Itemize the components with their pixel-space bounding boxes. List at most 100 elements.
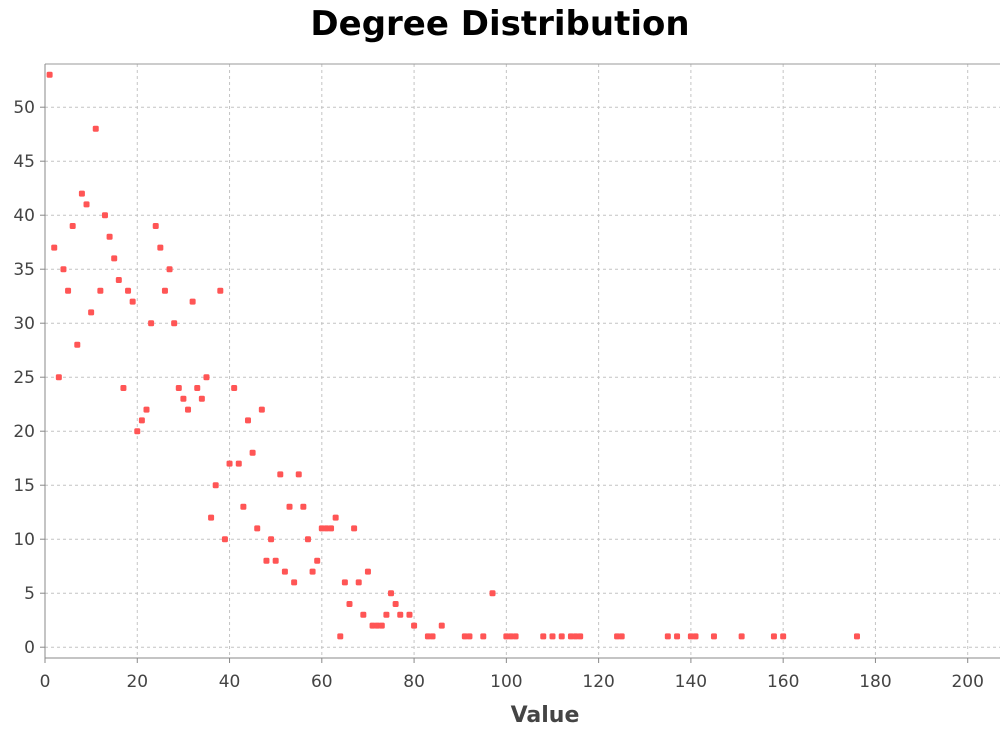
data-point bbox=[221, 536, 228, 543]
data-point bbox=[111, 255, 118, 262]
data-point bbox=[489, 590, 496, 597]
data-point bbox=[558, 633, 565, 640]
data-point bbox=[314, 557, 321, 564]
data-point bbox=[226, 460, 233, 467]
data-point bbox=[374, 622, 381, 629]
x-tick-label: 100 bbox=[490, 672, 522, 692]
data-point bbox=[171, 320, 178, 327]
data-point bbox=[129, 298, 136, 305]
x-tick-label: 160 bbox=[767, 672, 799, 692]
x-axis-label: Value bbox=[510, 703, 580, 728]
data-point bbox=[480, 633, 487, 640]
data-point bbox=[180, 395, 187, 402]
data-point bbox=[217, 287, 224, 294]
data-point bbox=[355, 579, 362, 586]
data-point bbox=[157, 244, 164, 251]
data-point bbox=[424, 633, 431, 640]
y-tick-label: 10 bbox=[13, 530, 35, 550]
x-tick-label: 0 bbox=[40, 672, 51, 692]
data-point bbox=[125, 287, 132, 294]
data-point bbox=[687, 633, 694, 640]
data-point bbox=[198, 395, 205, 402]
data-point bbox=[466, 633, 473, 640]
data-point bbox=[429, 633, 436, 640]
data-point bbox=[503, 633, 510, 640]
data-point bbox=[332, 514, 339, 521]
data-point bbox=[295, 471, 302, 478]
y-tick-label: 30 bbox=[13, 314, 35, 334]
y-tick-label: 25 bbox=[13, 368, 35, 388]
data-point bbox=[507, 633, 514, 640]
y-tick-label: 50 bbox=[13, 98, 35, 118]
y-tick-label: 20 bbox=[13, 422, 35, 442]
data-point bbox=[378, 622, 385, 629]
data-point bbox=[461, 633, 468, 640]
y-tick-label: 35 bbox=[13, 260, 35, 280]
data-point bbox=[272, 557, 279, 564]
data-point bbox=[674, 633, 681, 640]
data-point bbox=[369, 622, 376, 629]
data-point bbox=[281, 568, 288, 575]
x-tick-label: 60 bbox=[311, 672, 333, 692]
data-point bbox=[175, 385, 182, 391]
data-point bbox=[254, 525, 261, 532]
y-tick-label: 40 bbox=[13, 206, 35, 226]
data-point bbox=[364, 568, 371, 575]
data-point bbox=[770, 633, 777, 640]
data-point bbox=[360, 611, 367, 618]
data-point bbox=[277, 471, 284, 478]
data-point bbox=[291, 579, 298, 586]
data-point bbox=[710, 633, 717, 640]
y-tick-label: 5 bbox=[24, 584, 35, 604]
data-point bbox=[341, 579, 348, 586]
data-point bbox=[351, 525, 358, 532]
data-point bbox=[138, 417, 145, 424]
data-point bbox=[203, 374, 210, 381]
data-point bbox=[323, 525, 330, 532]
data-point bbox=[664, 633, 671, 640]
data-point bbox=[406, 611, 413, 618]
data-point bbox=[577, 633, 584, 640]
data-point bbox=[300, 503, 307, 510]
x-tick-label: 140 bbox=[675, 672, 707, 692]
data-point bbox=[388, 590, 395, 597]
data-point bbox=[65, 287, 72, 294]
data-point bbox=[212, 482, 219, 489]
x-tick-label: 80 bbox=[403, 672, 425, 692]
data-point bbox=[55, 374, 62, 381]
data-point bbox=[567, 633, 574, 640]
grid-lines bbox=[45, 64, 1000, 658]
data-point bbox=[438, 622, 445, 629]
data-point bbox=[101, 212, 108, 219]
x-tick-label: 20 bbox=[126, 672, 148, 692]
data-point bbox=[337, 633, 344, 640]
data-point bbox=[549, 633, 556, 640]
data-point bbox=[46, 71, 53, 78]
data-point bbox=[572, 633, 579, 640]
data-point bbox=[692, 633, 699, 640]
data-point bbox=[78, 190, 85, 197]
data-point bbox=[614, 633, 621, 640]
x-tick-label: 200 bbox=[951, 672, 983, 692]
data-point bbox=[318, 525, 325, 532]
data-point bbox=[304, 536, 311, 543]
data-point bbox=[161, 287, 168, 294]
data-point bbox=[231, 385, 238, 391]
data-point bbox=[249, 449, 256, 456]
data-point bbox=[512, 633, 519, 640]
data-point bbox=[69, 223, 76, 229]
data-points bbox=[46, 71, 860, 640]
data-point bbox=[618, 633, 625, 640]
y-tick-label: 0 bbox=[24, 638, 35, 658]
data-point bbox=[383, 611, 390, 618]
data-point bbox=[397, 611, 404, 618]
data-point bbox=[208, 514, 215, 521]
data-point bbox=[134, 428, 141, 435]
data-point bbox=[120, 385, 127, 391]
data-point bbox=[185, 406, 192, 413]
data-point bbox=[392, 601, 399, 607]
data-point bbox=[194, 385, 201, 391]
data-point bbox=[60, 266, 67, 273]
data-point bbox=[106, 233, 113, 240]
